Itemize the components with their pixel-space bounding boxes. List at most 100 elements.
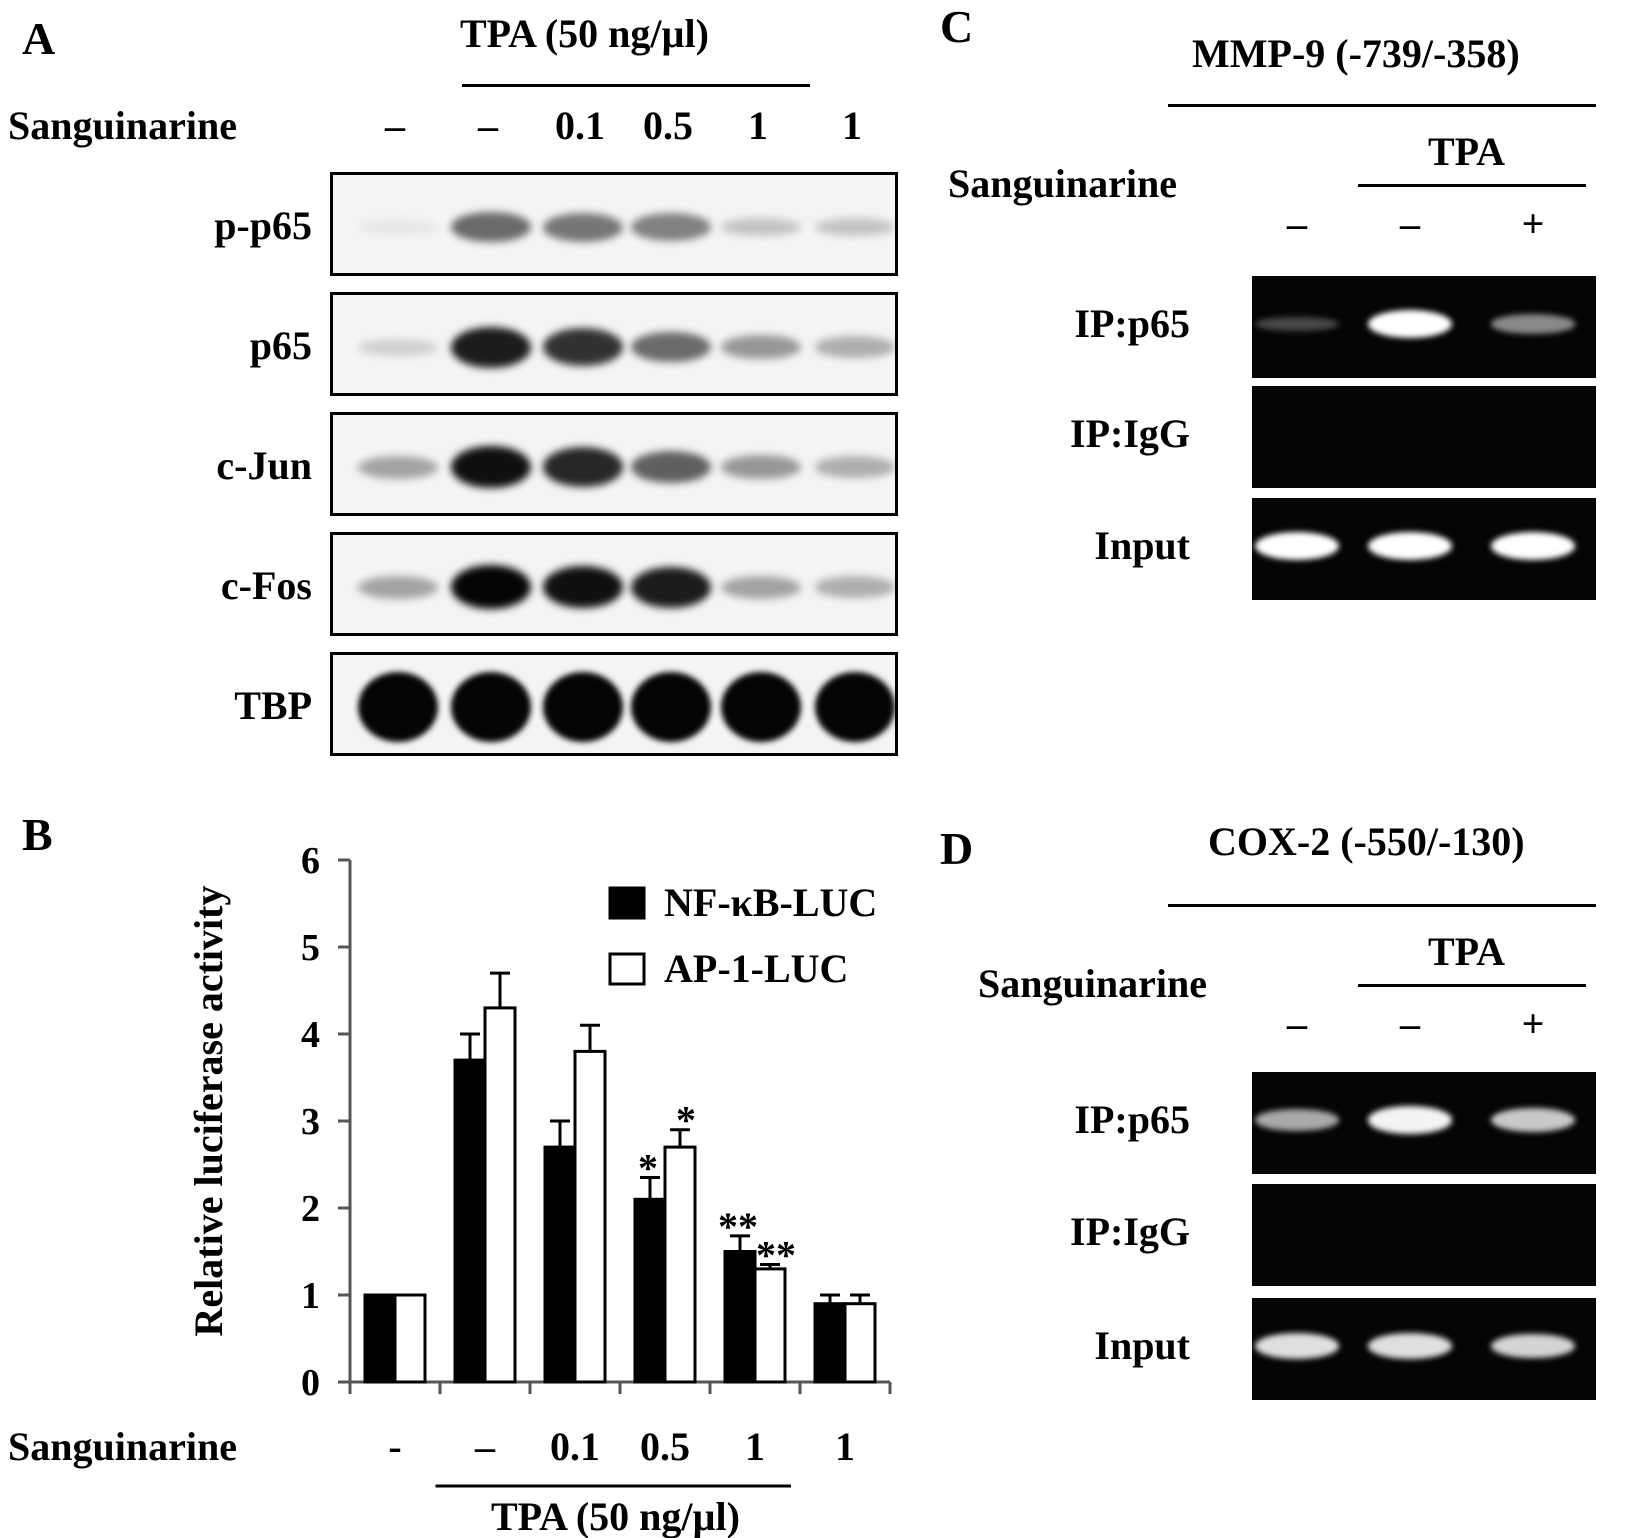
blot-label: TBP xyxy=(234,683,312,728)
blot-band xyxy=(631,672,711,742)
significance-marker: ** xyxy=(718,1204,758,1249)
blot-band xyxy=(451,326,531,368)
treatment-sign: – xyxy=(1400,1001,1420,1046)
gel-band xyxy=(1255,1333,1339,1359)
treatment-sign: + xyxy=(1521,1001,1545,1046)
blot-band xyxy=(451,565,531,609)
y-tick-label: 2 xyxy=(301,1188,320,1230)
treatment-sign: – xyxy=(1400,201,1420,246)
bar xyxy=(633,1197,667,1384)
sanguinarine-label: Sanguinarine xyxy=(8,1424,237,1469)
blot-band xyxy=(543,672,623,742)
blot-band xyxy=(721,575,801,599)
blot-band xyxy=(721,454,801,480)
panel-c-title: MMP-9 (-739/-358) xyxy=(1192,31,1520,76)
bar xyxy=(663,1145,697,1384)
panel-a-tpa-line xyxy=(462,84,810,87)
panel-d-tpa-line xyxy=(1358,984,1586,987)
blot-band xyxy=(815,456,895,478)
blot-band xyxy=(631,331,711,363)
bar xyxy=(813,1302,847,1384)
blot-label: c-Fos xyxy=(220,563,312,608)
bar xyxy=(573,1049,607,1384)
dose-label: 0.5 xyxy=(643,103,693,148)
category-label: 0.1 xyxy=(550,1424,600,1469)
western-blot xyxy=(330,412,898,516)
blot-band xyxy=(543,447,623,487)
y-tick-label: 1 xyxy=(301,1275,320,1317)
dose-label: – xyxy=(385,103,405,148)
bar xyxy=(483,1006,517,1384)
gel-row-label: IP:p65 xyxy=(1074,301,1190,346)
gel-row-label: IP:p65 xyxy=(1074,1097,1190,1142)
western-blot xyxy=(330,172,898,276)
blot-label: p65 xyxy=(249,323,312,368)
western-blot xyxy=(330,292,898,396)
agarose-gel xyxy=(1252,498,1596,600)
agarose-gel xyxy=(1252,276,1596,378)
y-tick-label: 6 xyxy=(301,840,320,882)
significance-marker: * xyxy=(676,1098,696,1143)
gel-band xyxy=(1255,1109,1339,1131)
blot-band xyxy=(721,217,801,237)
gel-row-label: Input xyxy=(1094,523,1190,568)
panel-d-tpa-label: TPA xyxy=(1428,929,1506,974)
blot-band xyxy=(631,566,711,608)
gel-row-label: IP:IgG xyxy=(1070,1209,1190,1254)
gel-band xyxy=(1491,532,1575,560)
significance-marker: ** xyxy=(756,1233,796,1278)
dose-label: 1 xyxy=(842,103,862,148)
significance-marker: * xyxy=(638,1146,658,1191)
blot-band xyxy=(451,672,531,742)
gel-band xyxy=(1368,1333,1452,1359)
panel-c-sanguinarine-label: Sanguinarine xyxy=(948,161,1177,206)
legend-swatch xyxy=(608,886,646,920)
dose-label: – xyxy=(478,103,498,148)
agarose-gel xyxy=(1252,1072,1596,1174)
gel-band xyxy=(1491,1333,1575,1359)
gel-band xyxy=(1491,1108,1575,1132)
legend-swatch xyxy=(608,952,646,986)
agarose-gel xyxy=(1252,386,1596,488)
blot-band xyxy=(358,455,438,479)
blot-label: c-Jun xyxy=(216,443,312,488)
bar xyxy=(843,1302,877,1384)
blot-band xyxy=(815,672,895,742)
gel-band xyxy=(1255,316,1339,332)
blot-band xyxy=(543,565,623,609)
treatment-sign: + xyxy=(1521,201,1545,246)
panel-d-title: COX-2 (-550/-130) xyxy=(1208,819,1525,864)
agarose-gel xyxy=(1252,1298,1596,1400)
blot-band xyxy=(815,576,895,598)
y-tick-label: 4 xyxy=(301,1014,320,1056)
category-label: – xyxy=(474,1424,496,1469)
panel-d-sanguinarine-label: Sanguinarine xyxy=(978,961,1207,1006)
blot-band xyxy=(358,575,438,599)
blot-band xyxy=(815,217,895,237)
treatment-sign: – xyxy=(1287,1001,1307,1046)
panel-a-tpa-label: TPA (50 ng/µl) xyxy=(460,11,709,56)
legend-label: AP-1-LUC xyxy=(664,946,848,991)
blot-band xyxy=(815,336,895,358)
y-tick-label: 0 xyxy=(301,1362,320,1404)
category-label: - xyxy=(388,1424,401,1469)
blot-band xyxy=(721,334,801,360)
tpa-label: TPA (50 ng/µl) xyxy=(491,1494,740,1538)
bar xyxy=(453,1058,487,1384)
bar xyxy=(393,1293,427,1384)
western-blot xyxy=(330,652,898,756)
gel-row-label: IP:IgG xyxy=(1070,411,1190,456)
blot-band xyxy=(358,338,438,356)
panel-d-title-line xyxy=(1168,904,1596,907)
panel-b-letter: B xyxy=(22,809,53,860)
legend-label: NF-κB-LUC xyxy=(664,880,877,925)
blot-band xyxy=(631,213,711,241)
panel-a-sanguinarine-label: Sanguinarine xyxy=(8,103,237,148)
blot-band xyxy=(543,328,623,366)
gel-row-label: Input xyxy=(1094,1323,1190,1368)
blot-band xyxy=(721,672,801,742)
category-label: 0.5 xyxy=(640,1424,690,1469)
treatment-sign: – xyxy=(1287,201,1307,246)
agarose-gel xyxy=(1252,1184,1596,1286)
blot-label: p-p65 xyxy=(214,203,312,248)
